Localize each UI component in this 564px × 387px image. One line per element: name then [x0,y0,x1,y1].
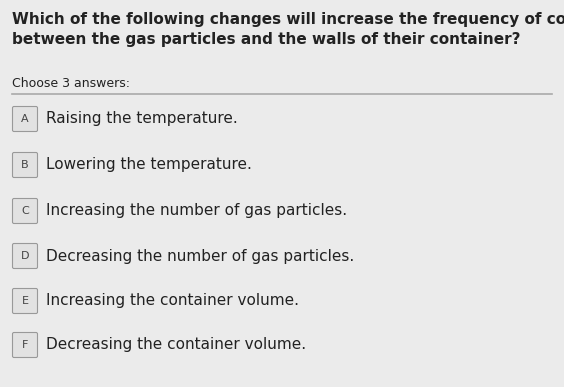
FancyBboxPatch shape [12,152,37,178]
FancyBboxPatch shape [12,288,37,313]
Text: F: F [22,340,28,350]
FancyBboxPatch shape [12,243,37,269]
Text: Lowering the temperature.: Lowering the temperature. [46,158,252,173]
FancyBboxPatch shape [12,199,37,224]
Text: B: B [21,160,29,170]
FancyBboxPatch shape [12,106,37,132]
Text: D: D [21,251,29,261]
Text: Decreasing the container volume.: Decreasing the container volume. [46,337,306,353]
Text: Raising the temperature.: Raising the temperature. [46,111,238,127]
Text: Increasing the container volume.: Increasing the container volume. [46,293,299,308]
Text: A: A [21,114,29,124]
Text: Which of the following changes will increase the frequency of collisions
between: Which of the following changes will incr… [12,12,564,47]
Text: Decreasing the number of gas particles.: Decreasing the number of gas particles. [46,248,354,264]
Text: E: E [21,296,29,306]
Text: Increasing the number of gas particles.: Increasing the number of gas particles. [46,204,347,219]
Text: Choose 3 answers:: Choose 3 answers: [12,77,130,90]
Text: C: C [21,206,29,216]
FancyBboxPatch shape [12,332,37,358]
